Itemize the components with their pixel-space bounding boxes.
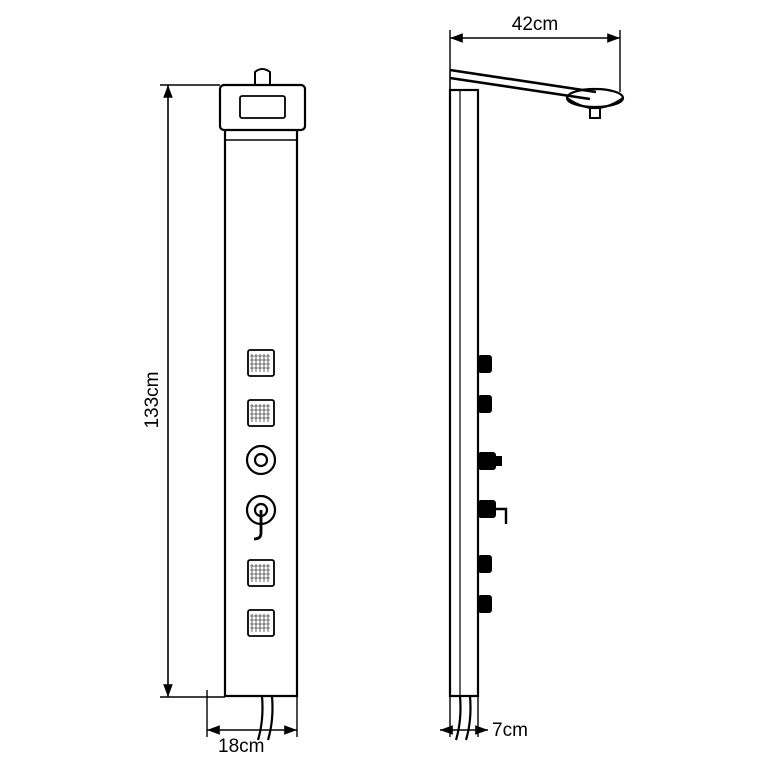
height-dimension-label: 133cm: [142, 371, 163, 428]
side-knob: [478, 500, 506, 524]
side-knob: [478, 595, 492, 613]
front-width-dimension-label: 18cm: [218, 736, 264, 757]
side-view: [450, 70, 623, 740]
side-knob: [478, 395, 492, 413]
side-width-dimension-label: 7cm: [492, 720, 528, 741]
front-view: [207, 69, 305, 740]
top-width-dimension-label: 42cm: [512, 14, 558, 35]
jet: [248, 610, 274, 636]
side-knob: [478, 355, 492, 373]
side-knob: [478, 555, 492, 573]
control-knob-handle: [247, 496, 275, 539]
shower-head-side: [567, 89, 623, 118]
jet: [248, 350, 274, 376]
jet: [248, 560, 274, 586]
jet: [248, 400, 274, 426]
dimensions: 133cm 18cm 42cm 7cm: [142, 14, 620, 757]
technical-drawing: 133cm 18cm 42cm 7cm: [0, 0, 768, 768]
side-knob: [478, 452, 502, 470]
control-knob: [247, 446, 275, 474]
